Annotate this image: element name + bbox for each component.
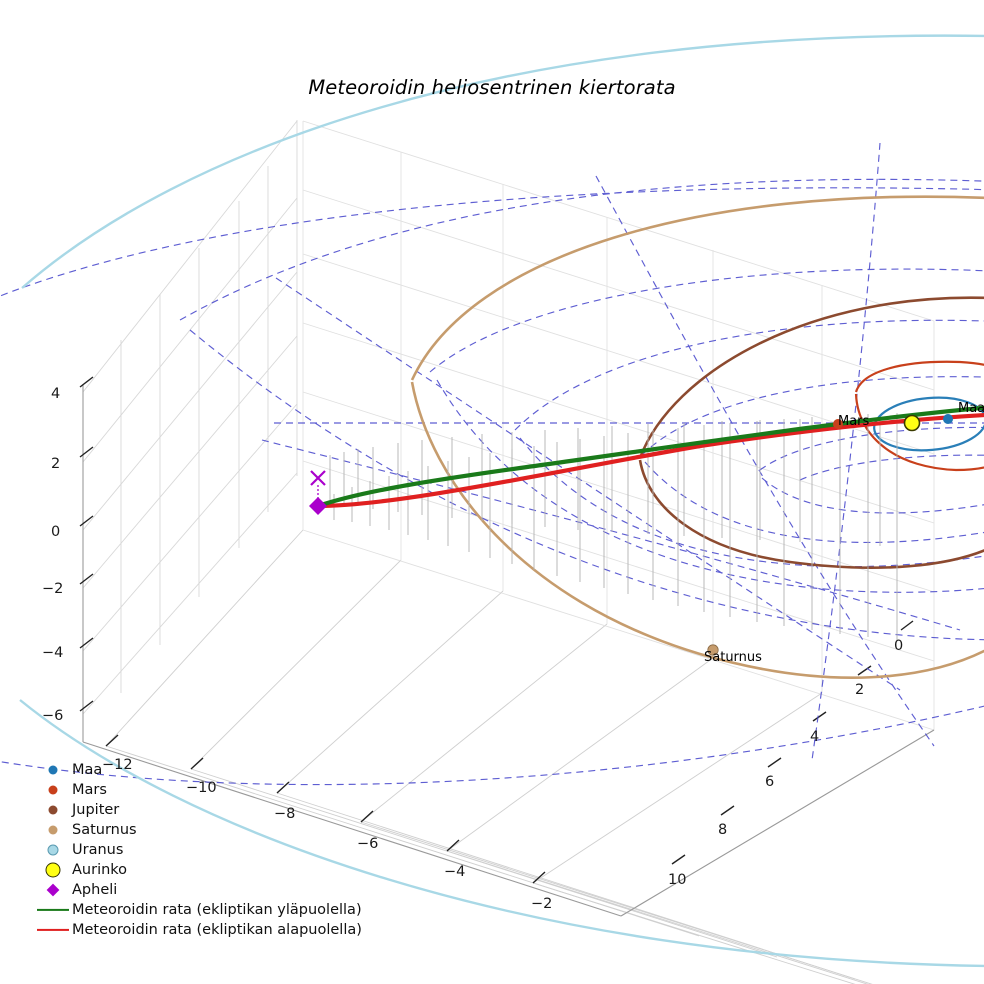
- axis-spines: [82, 384, 935, 917]
- x-tick-label: −4: [444, 864, 466, 880]
- y-tick-label: 2: [855, 682, 865, 698]
- z-tick-label: −6: [42, 708, 64, 724]
- legend-key-circle: [34, 840, 72, 860]
- meteoroid-track-above-ecliptic: [315, 405, 984, 509]
- legend-item-label: Mars: [72, 782, 107, 798]
- legend-key-circle: [34, 780, 72, 800]
- y-tick-label: 10: [668, 872, 687, 888]
- legend-item[interactable]: Maa: [34, 760, 354, 780]
- y-tick-label: 4: [810, 729, 820, 745]
- legend-item[interactable]: Jupiter: [34, 800, 354, 820]
- y-axis-spine: [620, 729, 935, 917]
- x-tick-label: −12: [102, 757, 133, 773]
- z-tick-label: −4: [42, 645, 64, 661]
- saturnus-orbit: [410, 195, 984, 679]
- legend-item[interactable]: Meteoroidin rata (ekliptikan alapuolella…: [34, 920, 362, 940]
- mars-label: Mars: [838, 414, 870, 429]
- maa-label: Maa: [958, 401, 984, 416]
- legend-item[interactable]: Uranus: [34, 840, 354, 860]
- maa-marker: [943, 414, 953, 424]
- z-tick-label: 4: [51, 386, 61, 402]
- legend-item[interactable]: Mars: [34, 780, 354, 800]
- z-tick-label: 2: [51, 456, 61, 472]
- x-axis-spine: [82, 741, 622, 917]
- y-tick-label: 6: [765, 774, 775, 790]
- y-tick-label: 0: [894, 638, 904, 654]
- left-wall-grid-x: [82, 120, 298, 740]
- ecliptic-projection-lines: [0, 142, 984, 786]
- right-wall-grid-y: [302, 121, 935, 730]
- legend-circle-marker-icon: [48, 805, 58, 815]
- legend-circle-marker-icon: [47, 844, 59, 856]
- saturnus-marker: [707, 644, 719, 656]
- x-tick-label: −2: [531, 896, 553, 912]
- legend-item-label: Uranus: [72, 842, 124, 858]
- apheli-diamond-icon: [309, 497, 327, 515]
- uranus-orbit: [19, 34, 984, 968]
- saturnus-projection-upper: [179, 178, 984, 321]
- legend-item-label: Maa: [72, 762, 103, 778]
- legend-key-line: [34, 900, 72, 920]
- x-tick-label: −8: [274, 806, 296, 822]
- legend-item[interactable]: Aurinko: [34, 860, 354, 880]
- aurinko-marker: [903, 414, 921, 432]
- legend-item[interactable]: Saturnus: [34, 820, 354, 840]
- axis-tick-marks: [79, 376, 914, 884]
- legend-circle-marker-icon: [48, 825, 58, 835]
- mars-marker: [833, 419, 843, 429]
- x-tick-label: −10: [186, 780, 217, 796]
- legend-key-circle: [34, 860, 72, 880]
- apheli-cross-icon: [310, 470, 326, 486]
- legend-key-diamond: [34, 880, 72, 900]
- legend-item-label: Meteoroidin rata (ekliptikan yläpuolella…: [72, 902, 362, 918]
- legend-key-circle: [34, 760, 72, 780]
- legend-item-label: Apheli: [72, 882, 118, 898]
- legend-circle-marker-icon: [48, 785, 58, 795]
- legend: Maa Mars Jupiter Saturnus Uranus Aurinko Aphel…: [34, 760, 362, 940]
- legend-circle-marker-icon: [48, 765, 58, 775]
- legend-key-circle: [34, 800, 72, 820]
- jupiter-orbit: [638, 296, 984, 570]
- legend-diamond-marker-icon: [46, 883, 60, 897]
- apheli-marker-group: [309, 470, 327, 515]
- legend-key-circle: [34, 820, 72, 840]
- legend-key-line: [34, 920, 72, 940]
- saturnus-projection-lower: [189, 329, 984, 641]
- z-tick-label: 0: [51, 524, 61, 540]
- y-tick-label: 8: [718, 822, 728, 838]
- saturnus-label: Saturnus: [704, 650, 762, 665]
- legend-item-label: Meteoroidin rata (ekliptikan alapuolella…: [72, 922, 362, 938]
- jupiter-projection-upper: [514, 319, 984, 431]
- jupiter-projection-lower: [519, 437, 984, 568]
- maa-orbit: [873, 396, 984, 452]
- legend-circle-marker-icon: [45, 862, 61, 878]
- legend-line-sample-icon: [37, 908, 69, 912]
- legend-item[interactable]: Apheli: [34, 880, 354, 900]
- page-title: Meteoroidin heliosentrinen kiertorata: [308, 76, 676, 99]
- legend-item-label: Saturnus: [72, 822, 137, 838]
- legend-line-sample-icon: [37, 928, 69, 932]
- x-tick-label: −6: [357, 836, 379, 852]
- z-tick-label: −2: [42, 581, 64, 597]
- left-wall-grid-z: [82, 120, 298, 715]
- meteoroid-stem-lines: [329, 413, 898, 640]
- legend-item-label: Aurinko: [72, 862, 128, 878]
- floor-grid-x: [105, 745, 873, 984]
- legend-item-label: Jupiter: [72, 802, 120, 818]
- legend-item[interactable]: Meteoroidin rata (ekliptikan yläpuolella…: [34, 900, 362, 920]
